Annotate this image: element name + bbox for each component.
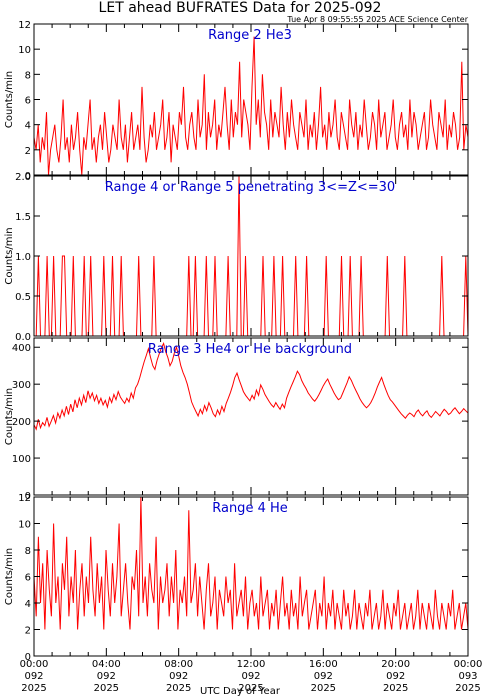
y-tick-label: 4 [25,121,31,132]
plot-frame [33,496,469,657]
panel-label: Range 3 He4 or He background [148,342,352,357]
y-tick-label: 2.0 [15,172,31,183]
x-tick-label-year: 2025 [383,683,408,694]
plot-frame [33,337,469,496]
x-tick-label-year: 2025 [166,683,191,694]
timestamp: Tue Apr 8 09:55:55 2025 ACE Science Cent… [286,15,468,24]
x-tick-label-time: 00:00 [454,659,482,670]
y-axis-label: Counts/min [4,388,15,445]
series-line [33,36,469,176]
y-tick-label: 12 [18,20,31,31]
x-tick-label-year: 2025 [455,683,480,694]
x-tick-label-year: 2025 [21,683,46,694]
panel-label: Range 4 He [212,501,288,516]
y-axis-label: Counts/min [4,548,15,605]
x-tick-label-year: 2025 [94,683,119,694]
x-tick-label-day: 092 [169,671,188,682]
x-tick-label-day: 093 [458,671,477,682]
x-tick-label-time: 16:00 [309,659,338,670]
panel-4: 0 2 4 6 8 10 12 Counts/min Range 4 He [4,493,469,663]
series-line [33,496,469,630]
x-axis-labels: 00:00092202504:00092202508:00092202512:0… [20,659,482,694]
y-tick-label: 1.0 [15,252,31,263]
y-tick-label: 6 [25,573,31,584]
plot-frame [33,23,469,176]
y-tick-label: 12 [18,493,31,504]
x-tick-label-year: 2025 [311,683,336,694]
y-tick-label: 0 [25,491,31,502]
y-tick-label: 0 [25,171,31,182]
y-tick-label: 8 [25,70,31,81]
y-tick-label: 2 [25,146,31,157]
y-axis-label: Counts/min [4,71,15,128]
panel-3: 0 100 200 300 400 Counts/min Range 3 He4 or He… [4,337,469,502]
y-axis-label: Counts/min [4,227,15,284]
x-tick-label-year: 2025 [238,683,263,694]
x-axis-title: UTC Day of Year [200,686,281,697]
series-line [33,342,469,431]
panel-label: Range 4 or Range 5 penetrating 3<=Z<=30 [105,180,395,195]
y-tick-label: 4 [25,599,31,610]
y-tick-label: 1.5 [15,212,31,223]
x-tick-label-day: 092 [24,671,43,682]
y-tick-label: 0.0 [15,332,31,343]
x-tick-label-day: 092 [386,671,405,682]
y-tick-label: 8 [25,546,31,557]
panel-label: Range 2 He3 [208,28,292,43]
panel-2: 0.0 0.5 1.0 1.5 2.0 Counts/min Range 4 or Rang… [4,172,469,343]
y-tick-label: 100 [12,454,31,465]
figure-title: LET ahead BUFRATES Data for 2025-092 [99,0,382,16]
y-tick-label: 10 [18,520,31,531]
y-tick-label: 6 [25,96,31,107]
y-tick-label: 10 [18,45,31,56]
series-line [34,175,469,337]
y-tick-label: 300 [12,380,31,391]
x-tick-label-time: 00:00 [20,659,49,670]
y-tick-label: 0 [25,652,31,663]
x-tick-label-time: 08:00 [164,659,193,670]
x-tick-label-day: 092 [241,671,260,682]
y-tick-label: 2 [25,626,31,637]
x-tick-label-time: 20:00 [381,659,410,670]
y-tick-label: 0.5 [15,292,31,303]
x-tick-label-time: 12:00 [237,659,266,670]
y-tick-label: 400 [12,343,31,354]
x-tick-label-day: 092 [314,671,333,682]
panels: 0 2 4 6 8 10 12 Counts/min Range 2 He3 0.0 0.5 1.0 1… [4,20,469,663]
x-tick-label-time: 04:00 [92,659,121,670]
panel-1: 0 2 4 6 8 10 12 Counts/min Range 2 He3 [4,20,469,182]
y-tick-label: 200 [12,417,31,428]
x-tick-label-day: 092 [97,671,116,682]
